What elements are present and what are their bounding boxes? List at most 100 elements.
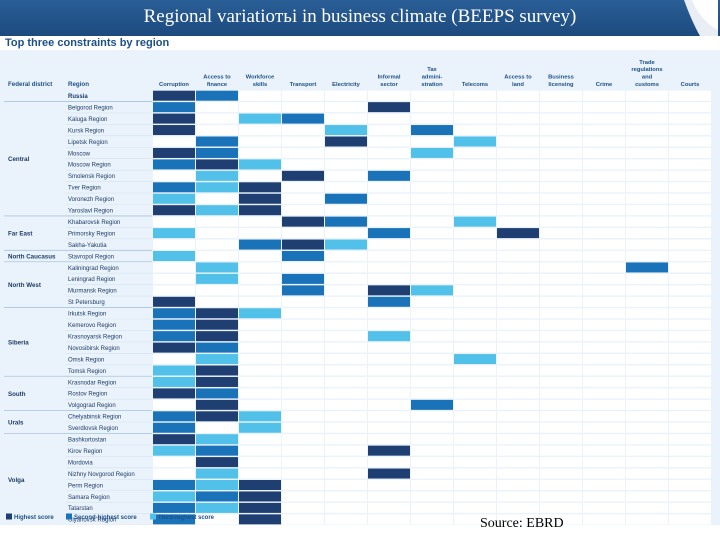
empty-cell bbox=[282, 331, 324, 342]
empty-cell bbox=[411, 262, 453, 273]
region-label: Sverdlovsk Region bbox=[68, 426, 118, 432]
empty-cell bbox=[540, 251, 582, 261]
empty-cell bbox=[583, 434, 625, 445]
empty-cell bbox=[411, 273, 453, 284]
empty-cell bbox=[411, 376, 453, 387]
empty-cell bbox=[411, 354, 453, 365]
empty-cell bbox=[239, 285, 281, 296]
empty-cell bbox=[583, 411, 625, 422]
empty-cell bbox=[540, 319, 582, 330]
empty-cell bbox=[669, 342, 711, 353]
empty-cell bbox=[497, 308, 539, 319]
empty-cell bbox=[368, 457, 410, 468]
empty-cell bbox=[583, 354, 625, 365]
region-label: Stavropol Region bbox=[68, 254, 114, 260]
empty-cell bbox=[282, 411, 324, 422]
empty-cell bbox=[411, 251, 453, 261]
empty-cell bbox=[153, 273, 195, 284]
region-label: Rostov Region bbox=[68, 392, 107, 398]
empty-cell bbox=[540, 159, 582, 170]
empty-cell bbox=[196, 239, 238, 250]
empty-cell bbox=[282, 434, 324, 445]
empty-cell bbox=[239, 296, 281, 307]
empty-cell bbox=[626, 193, 668, 204]
empty-cell bbox=[669, 182, 711, 193]
empty-cell bbox=[282, 136, 324, 147]
empty-cell bbox=[669, 434, 711, 445]
empty-cell bbox=[368, 262, 410, 273]
empty-cell bbox=[626, 273, 668, 284]
empty-cell bbox=[196, 251, 238, 261]
empty-cell bbox=[583, 193, 625, 204]
empty-cell bbox=[454, 342, 496, 353]
empty-cell bbox=[454, 159, 496, 170]
score-cell bbox=[282, 216, 324, 227]
empty-cell bbox=[282, 228, 324, 239]
empty-cell bbox=[282, 342, 324, 353]
score-cell bbox=[239, 411, 281, 422]
empty-cell bbox=[196, 285, 238, 296]
empty-cell bbox=[411, 102, 453, 113]
empty-cell bbox=[325, 411, 367, 422]
empty-cell bbox=[196, 193, 238, 204]
empty-cell bbox=[540, 411, 582, 422]
empty-cell bbox=[454, 102, 496, 113]
score-cell bbox=[497, 228, 539, 239]
empty-cell bbox=[454, 457, 496, 468]
empty-cell bbox=[626, 491, 668, 502]
empty-cell bbox=[497, 468, 539, 479]
district-label: Siberia bbox=[8, 339, 29, 346]
empty-cell bbox=[669, 308, 711, 319]
empty-cell bbox=[669, 296, 711, 307]
empty-cell bbox=[583, 296, 625, 307]
empty-cell bbox=[454, 502, 496, 513]
empty-cell bbox=[239, 468, 281, 479]
empty-cell bbox=[626, 514, 668, 525]
score-cell bbox=[196, 434, 238, 445]
empty-cell bbox=[540, 239, 582, 250]
empty-cell bbox=[368, 113, 410, 124]
empty-cell bbox=[282, 296, 324, 307]
empty-cell bbox=[540, 388, 582, 399]
region-label: Kursk Region bbox=[68, 128, 104, 134]
score-cell bbox=[325, 216, 367, 227]
empty-cell bbox=[497, 90, 539, 101]
score-cell bbox=[368, 296, 410, 307]
empty-cell bbox=[497, 514, 539, 525]
empty-cell bbox=[239, 331, 281, 342]
score-cell bbox=[196, 170, 238, 181]
empty-cell bbox=[626, 319, 668, 330]
empty-cell bbox=[411, 514, 453, 525]
empty-cell bbox=[454, 285, 496, 296]
empty-cell bbox=[540, 502, 582, 513]
empty-cell bbox=[497, 251, 539, 261]
score-cell bbox=[153, 102, 195, 113]
region-label: Krasnoyarsk Region bbox=[68, 334, 122, 340]
empty-cell bbox=[153, 136, 195, 147]
score-cell bbox=[196, 331, 238, 342]
empty-cell bbox=[497, 262, 539, 273]
column-header-3: Transport bbox=[290, 82, 317, 88]
score-cell bbox=[325, 193, 367, 204]
empty-cell bbox=[282, 491, 324, 502]
region-label: Irkutsk Region bbox=[68, 312, 106, 318]
empty-cell bbox=[454, 147, 496, 158]
empty-cell bbox=[626, 376, 668, 387]
empty-cell bbox=[282, 399, 324, 410]
empty-cell bbox=[626, 480, 668, 490]
empty-cell bbox=[540, 399, 582, 410]
empty-cell bbox=[540, 125, 582, 136]
empty-cell bbox=[411, 434, 453, 445]
column-header-9: licensing bbox=[548, 82, 574, 88]
score-cell bbox=[196, 90, 238, 101]
column-header-11: Trade bbox=[639, 60, 655, 66]
score-cell bbox=[153, 331, 195, 342]
chart-subtitle: Top three constraints by region bbox=[5, 37, 170, 49]
empty-cell bbox=[497, 319, 539, 330]
empty-cell bbox=[368, 90, 410, 101]
empty-cell bbox=[669, 468, 711, 479]
empty-cell bbox=[497, 457, 539, 468]
empty-cell bbox=[626, 251, 668, 261]
score-cell bbox=[368, 102, 410, 113]
score-cell bbox=[196, 365, 238, 376]
